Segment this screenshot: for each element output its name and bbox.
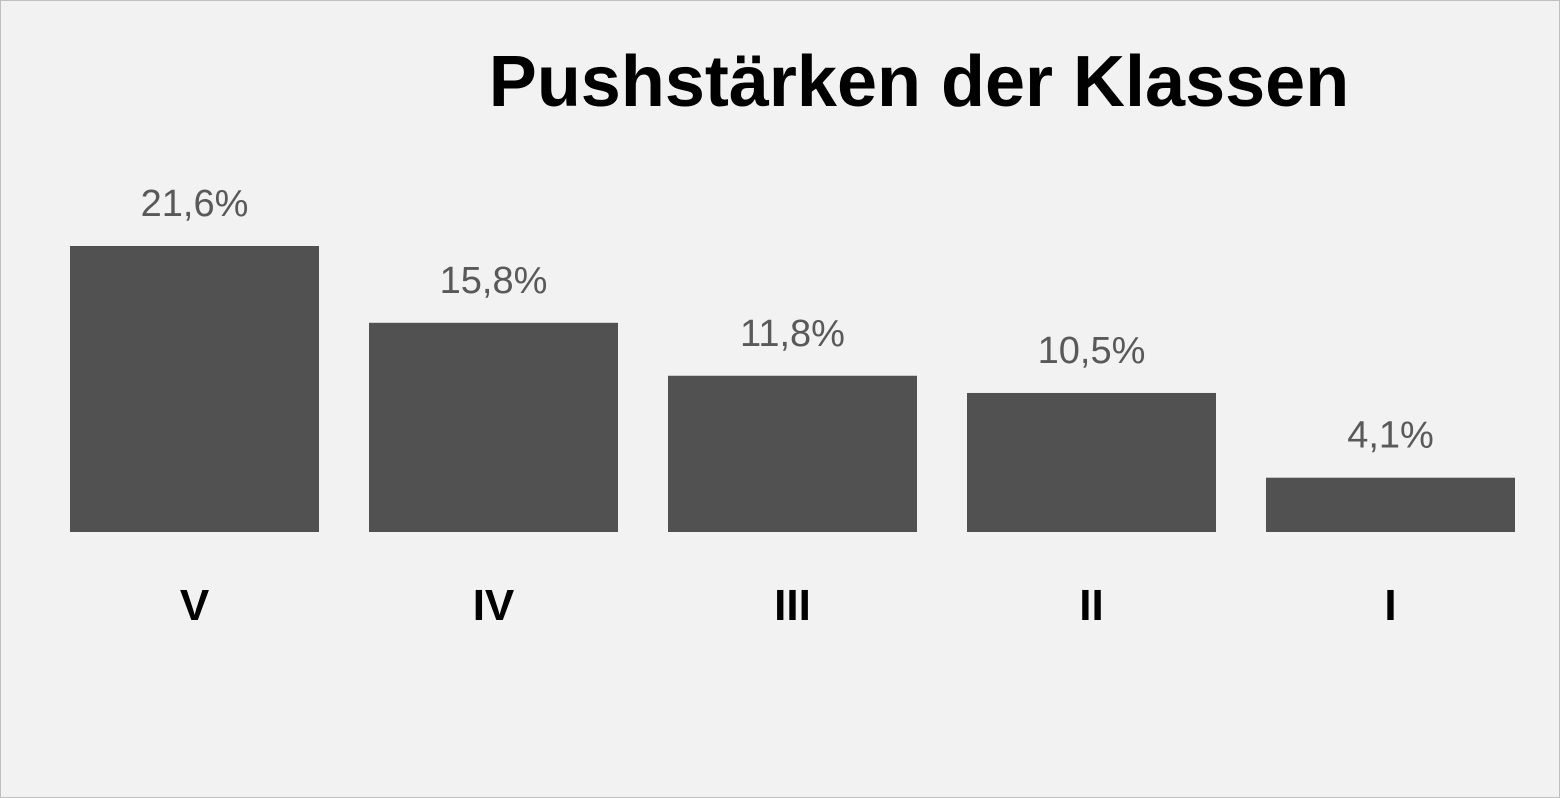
data-label-IV: 15,8%: [440, 260, 548, 302]
category-label-III: III: [774, 581, 811, 630]
chart-title: Pushstärken der Klassen: [488, 42, 1350, 122]
category-label-II: II: [1079, 581, 1103, 630]
data-label-V: 21,6%: [141, 183, 249, 225]
category-label-V: V: [180, 581, 210, 630]
category-label-IV: IV: [473, 581, 515, 630]
bar-II: [967, 392, 1216, 532]
bar-V: [70, 246, 319, 532]
data-label-II: 10,5%: [1038, 330, 1146, 372]
category-label-I: I: [1384, 581, 1396, 630]
bar-IV: [369, 322, 618, 532]
data-label-III: 11,8%: [740, 313, 845, 355]
data-label-I: 4,1%: [1347, 415, 1434, 457]
bar-III: [668, 375, 917, 532]
bar-I: [1266, 477, 1515, 532]
